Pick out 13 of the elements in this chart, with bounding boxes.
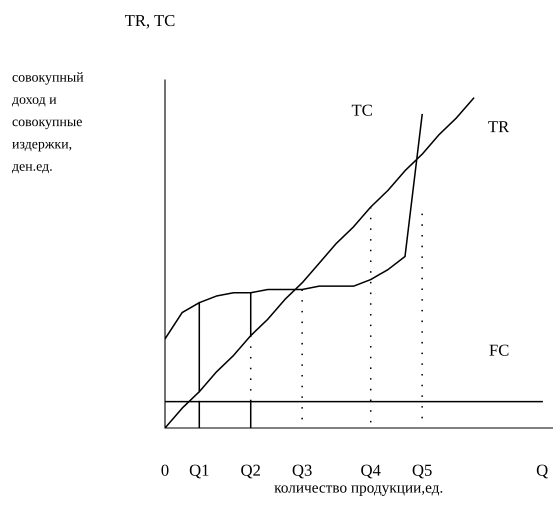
text: FC [489,344,508,356]
x-tick-label: Q4 [361,464,381,478]
x-tick-label: Q [536,464,548,478]
text: совокупный доход и совокупные издержки, ден.ед. [12,72,84,174]
series-label: TR [488,121,510,132]
x-axis-title: количество продукции,ед. [274,485,442,496]
x-tick-label: Q3 [292,464,312,478]
y-axis-title: TR, TC [124,14,174,29]
x-tick-label: 0 [161,464,169,476]
x-tick-label: Q5 [412,464,432,478]
text: TC [352,104,372,116]
x-tick-label: Q1 [190,464,208,478]
x-tick-label: Q2 [241,464,260,478]
